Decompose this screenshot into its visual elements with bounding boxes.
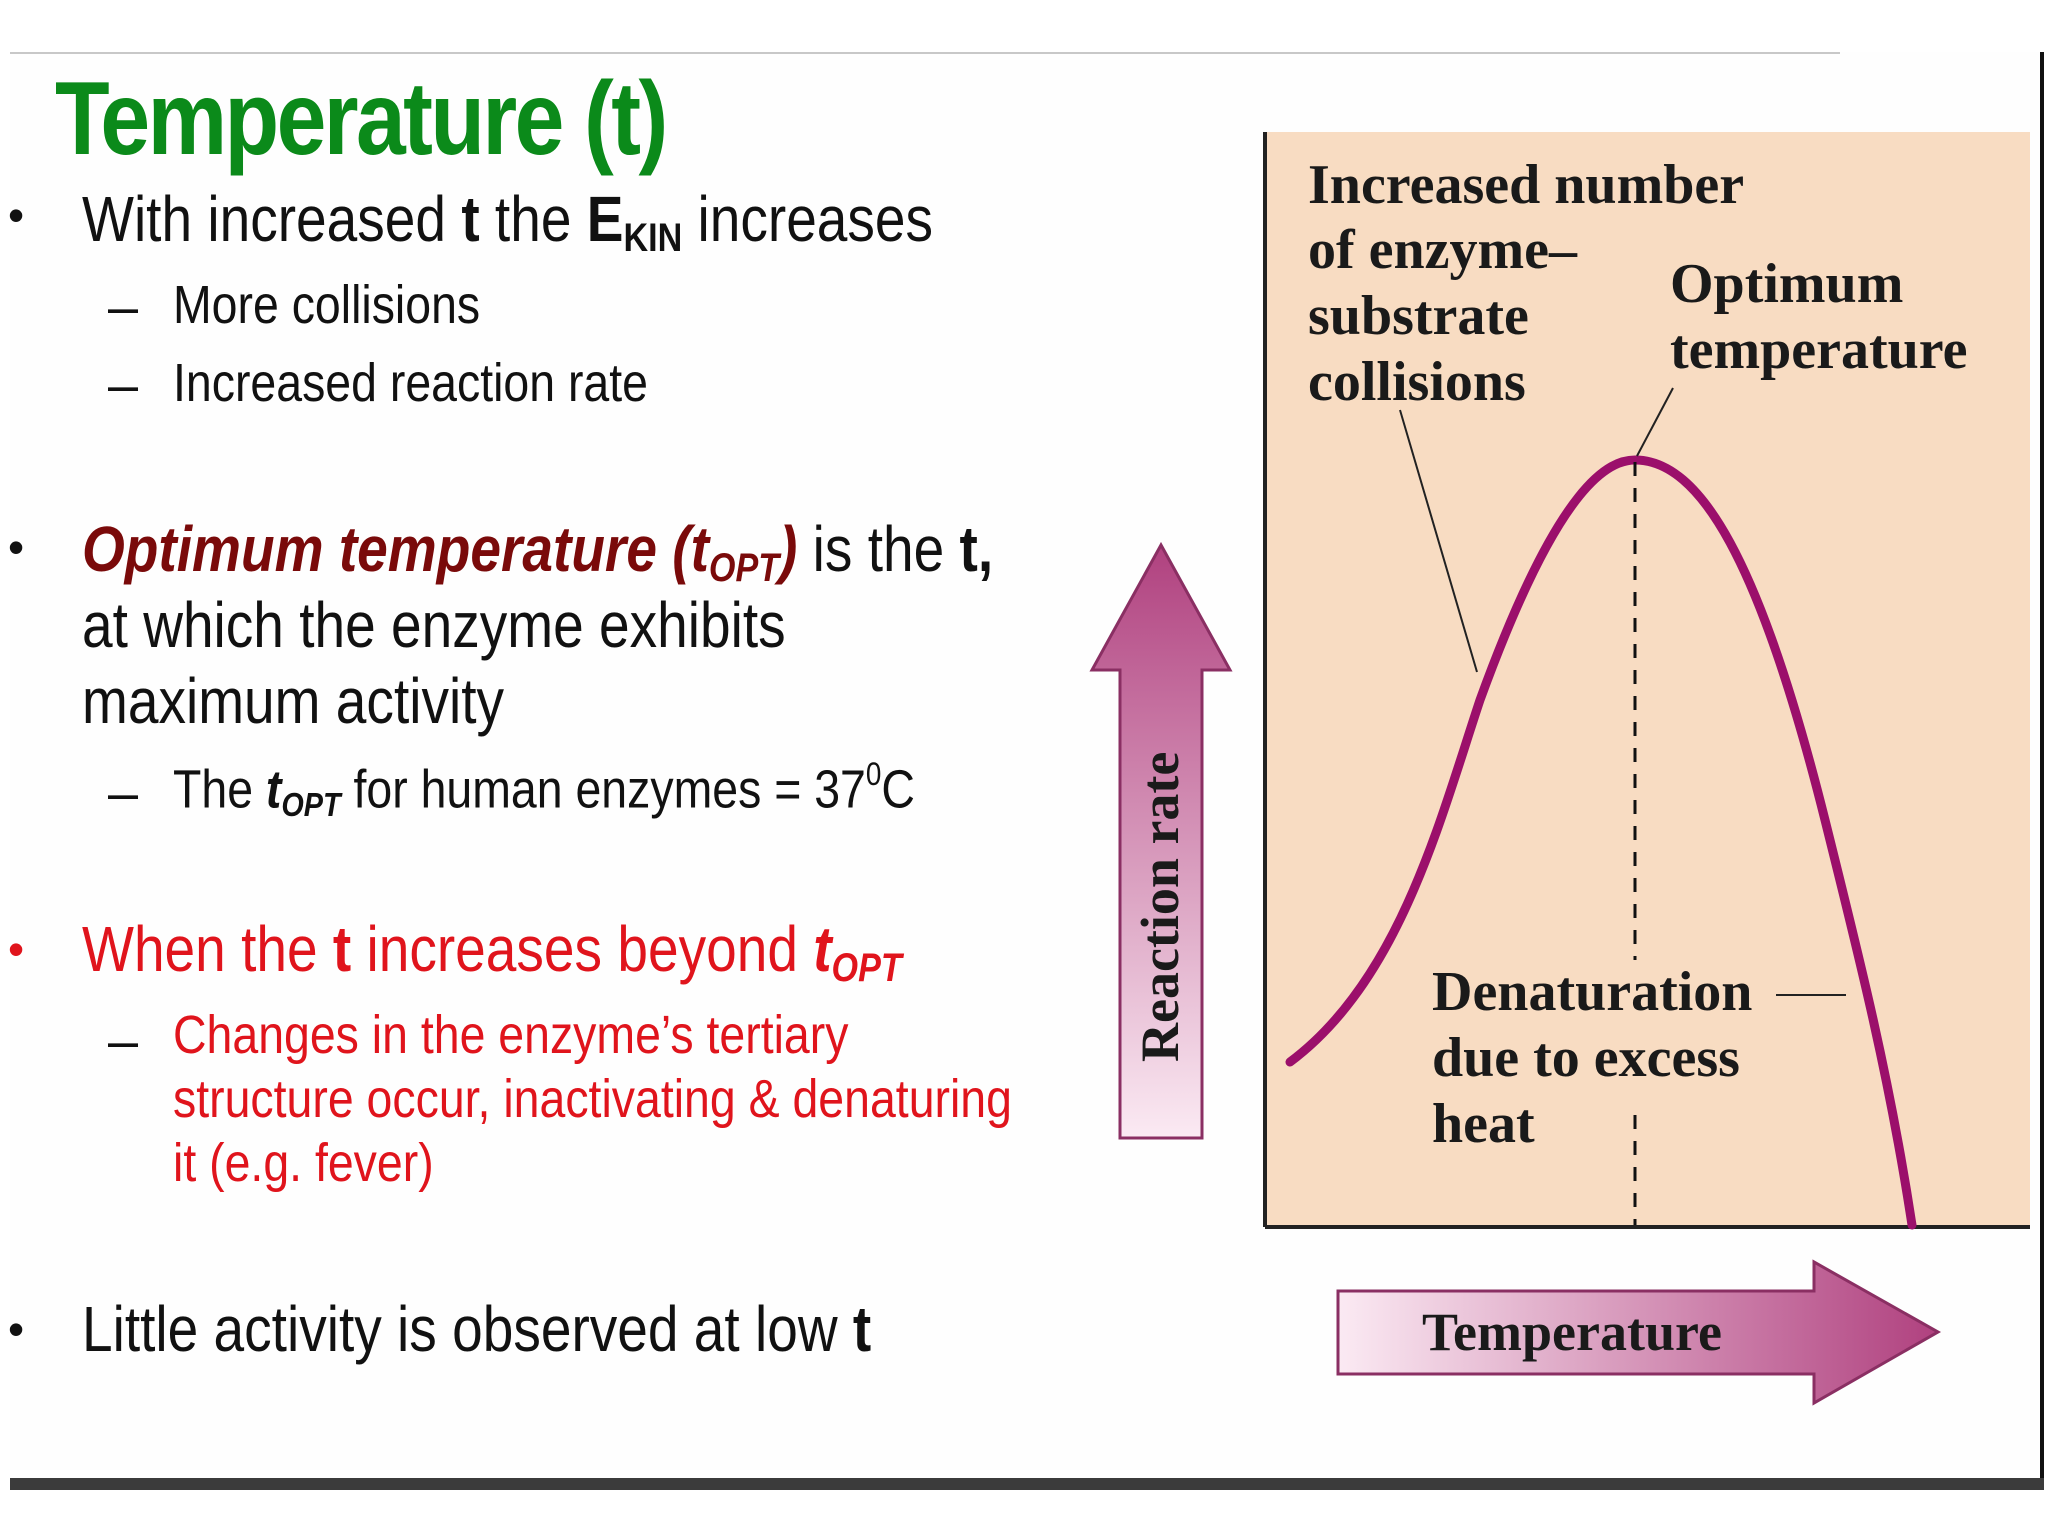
collisions-label-2: of enzyme–: [1308, 219, 1578, 281]
dash-icon: –: [108, 277, 139, 337]
optimum-label-2: temperature: [1670, 319, 1968, 381]
x-arrow-label: Temperature: [1422, 1302, 1722, 1362]
bullet-1: With increased t the EKIN increases: [82, 183, 934, 260]
collisions-leader-line: [1399, 409, 1478, 673]
dash-icon: –: [108, 1011, 139, 1071]
temperature-arrow-icon: [1336, 1259, 1942, 1406]
bullet-icon: •: [8, 521, 25, 573]
bullet-3-sub-line-2: structure occur, inactivating & denaturi…: [173, 1069, 1012, 1129]
optimum-label-1: Optimum: [1670, 253, 1903, 315]
dash-icon: –: [108, 763, 139, 823]
collisions-label-1: Increased number: [1308, 154, 1744, 216]
bullet-2-line-1: Optimum temperature (tOPT) is the t,: [82, 513, 994, 590]
bullet-2-line-3: maximum activity: [82, 665, 505, 737]
bullet-icon: •: [8, 1303, 25, 1355]
collisions-label-3: substrate: [1308, 285, 1529, 347]
graph-panel: [1265, 132, 2030, 1225]
bullet-3-sub-line-3: it (e.g. fever): [173, 1133, 434, 1193]
bullet-2-sub: The tOPT for human enzymes = 370C: [173, 756, 915, 825]
bullet-3: When the t increases beyond tOPT: [82, 913, 902, 990]
bullet-icon: •: [8, 189, 25, 241]
bullet-icon: •: [8, 923, 25, 975]
bottom-bar: [10, 1478, 2044, 1490]
dash-icon: –: [108, 355, 139, 415]
top-rule: [10, 52, 1840, 54]
y-arrow-label: Reaction rate: [1130, 752, 1190, 1062]
denaturation-label-1: Denaturation: [1432, 961, 1752, 1023]
bullet-2-line-2: at which the enzyme exhibits: [82, 589, 786, 661]
denaturation-label-3: heat: [1432, 1093, 1535, 1155]
bullet-4: Little activity is observed at low t: [82, 1293, 872, 1365]
bullet-1-sub-2: Increased reaction rate: [173, 353, 649, 413]
denaturation-label-2: due to excess: [1432, 1027, 1740, 1089]
reaction-rate-arrow-icon: [1089, 541, 1233, 1140]
collisions-label-4: collisions: [1308, 351, 1526, 413]
rate-curve: [1285, 455, 1917, 1230]
optimum-leader-line: [1636, 387, 1674, 457]
bullet-1-sub-1: More collisions: [173, 275, 481, 335]
slide-title: Temperature (t): [55, 61, 668, 177]
bullet-3-sub-line-1: Changes in the enzyme’s tertiary: [173, 1005, 849, 1065]
